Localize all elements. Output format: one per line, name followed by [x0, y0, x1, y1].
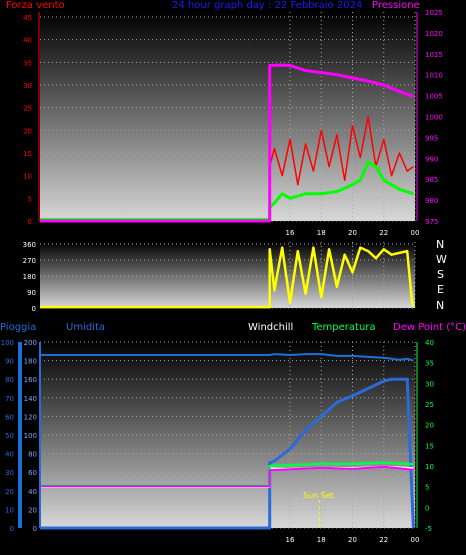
- temperature-label: Temperatura: [312, 322, 376, 333]
- compass-n-bottom: N: [436, 299, 445, 312]
- pressure-tick-label: 990: [425, 155, 438, 163]
- direction-tick-label: 180: [23, 273, 36, 281]
- wind-series-line: [40, 115, 414, 221]
- humidity-tick-label: 120: [24, 413, 37, 421]
- x-tick-label: 16: [286, 536, 295, 544]
- graph-title: 24 hour graph day : 22 Febbraio 2024: [172, 0, 363, 11]
- pressure-tick-label: 1015: [425, 51, 443, 59]
- humidity-tick-label: 200: [24, 339, 37, 347]
- temp-tick-label: 25: [425, 401, 434, 409]
- humidity-label: Umidita: [66, 322, 106, 333]
- rain-tick-label: 80: [5, 376, 14, 384]
- direction-tick-label: 270: [23, 257, 36, 265]
- humidity-tick-label: 60: [28, 469, 37, 477]
- x-tick-label: 22: [379, 536, 388, 544]
- sunset-label: Sun Set: [303, 491, 334, 500]
- x-tick-label: 00: [411, 536, 420, 544]
- humidity-tick-label: 0: [33, 525, 37, 533]
- humidity-tick-label: 100: [24, 432, 37, 440]
- gust-series-line: [40, 160, 414, 222]
- panel3-bottom-strip: [40, 528, 415, 534]
- rain-tick-label: 10: [5, 506, 14, 514]
- temp-tick-label: 20: [425, 422, 434, 430]
- wind-tick-label: 0: [28, 218, 32, 226]
- rain-tick-label: 0: [10, 525, 14, 533]
- wind-tick-label: 35: [23, 59, 32, 67]
- rain-tick-label: 70: [5, 395, 14, 403]
- compass-e: E: [437, 283, 444, 296]
- pressure-label: Pressione: [372, 0, 420, 11]
- compass-s: S: [437, 268, 444, 281]
- data-series: [40, 63, 415, 530]
- rain-label: Pioggia: [0, 322, 37, 333]
- rain-series-line: [40, 353, 414, 362]
- humidity-tick-label: 160: [24, 376, 37, 384]
- pressure-tick-label: 995: [425, 134, 438, 142]
- pressure-series-line: [40, 63, 414, 223]
- direction-series-line: [40, 246, 415, 309]
- x-tick-label: 16: [286, 229, 295, 237]
- pressure-tick-label: 1020: [425, 30, 443, 38]
- wind-label: Forza vento: [6, 0, 65, 11]
- rain-tick-label: 60: [5, 413, 14, 421]
- temp-tick-label: -5: [425, 525, 432, 533]
- rain-tick-label: 40: [5, 451, 14, 459]
- pressure-tick-label: 975: [425, 218, 438, 226]
- pressure-tick-label: 1025: [425, 9, 443, 17]
- panel1-bottom-strip: [40, 221, 415, 227]
- panel1-plot-area: [40, 12, 415, 221]
- direction-tick-label: 360: [23, 241, 36, 249]
- pressure-tick-label: 985: [425, 176, 438, 184]
- direction-tick-label: 0: [32, 305, 36, 313]
- pressure-tick-label: 1000: [425, 114, 443, 122]
- x-tick-label: 20: [348, 536, 357, 544]
- grid-lines: [40, 12, 416, 529]
- wind-tick-label: 25: [23, 105, 32, 113]
- x-tick-label: 18: [317, 536, 326, 544]
- dewpoint-label: Dew Point (°C): [393, 322, 466, 333]
- wind-tick-label: 45: [23, 14, 32, 22]
- pressure-tick-label: 980: [425, 197, 438, 205]
- dewpoint-series-line: [40, 465, 414, 488]
- humidity-tick-label: 40: [28, 488, 37, 496]
- rain-tick-label: 90: [5, 358, 14, 366]
- x-tick-label: 00: [411, 229, 420, 237]
- compass-n-top: N: [436, 238, 445, 251]
- rain-tick-label: 50: [5, 432, 14, 440]
- wind-tick-label: 20: [23, 127, 32, 135]
- rain-tick-label: 20: [5, 488, 14, 496]
- wind-tick-label: 30: [23, 82, 32, 90]
- rain-tick-label: 30: [5, 469, 14, 477]
- humidity-series-line: [40, 377, 415, 530]
- temp-tick-label: 40: [425, 339, 434, 347]
- temp-tick-label: 30: [425, 380, 434, 388]
- direction-tick-label: 90: [27, 289, 36, 297]
- humidity-tick-label: 80: [28, 451, 37, 459]
- wind-tick-label: 5: [28, 195, 32, 203]
- windchill-label: Windchill: [248, 322, 294, 333]
- temp-tick-label: 10: [425, 463, 434, 471]
- wind-tick-label: 15: [23, 150, 32, 158]
- x-tick-label: 22: [379, 229, 388, 237]
- wind-tick-label: 40: [23, 37, 32, 45]
- temp-tick-label: 15: [425, 442, 434, 450]
- temp-tick-label: 0: [425, 504, 429, 512]
- wind-tick-label: 10: [23, 173, 32, 181]
- humidity-tick-label: 140: [24, 395, 37, 403]
- temp-tick-label: 35: [425, 360, 434, 368]
- pressure-tick-label: 1005: [425, 93, 443, 101]
- x-tick-label: 18: [317, 229, 326, 237]
- x-tick-label: 20: [348, 229, 357, 237]
- humidity-tick-label: 20: [28, 506, 37, 514]
- compass-w: W: [436, 253, 447, 266]
- rain-tick-label: 100: [1, 339, 14, 347]
- pressure-tick-label: 1010: [425, 72, 443, 80]
- humidity-tick-label: 180: [24, 358, 37, 366]
- temp-tick-label: 5: [425, 484, 429, 492]
